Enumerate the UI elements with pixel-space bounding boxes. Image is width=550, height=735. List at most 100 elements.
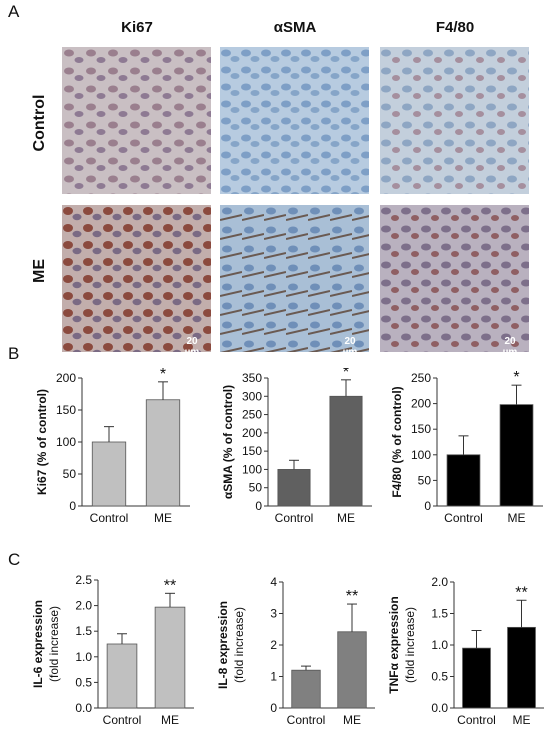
y-axis-label: IL-6 expression [31,600,45,688]
y-tick-label: 100 [242,462,262,476]
x-tick-label: ME [337,511,355,525]
chart-f480: 0 50 100 150 200 250 F4/80 (% of control) Contr… [390,369,543,525]
x-tick-label: Control [103,713,142,727]
panel-label-c: C [8,550,21,569]
y-tick-label: 250 [411,371,431,385]
micrograph-me-f480 [380,205,529,352]
y-axis-label: Ki67 (% of control) [35,389,49,495]
column-header-asma: αSMA [273,19,317,36]
row-header-me: ME [31,259,48,283]
x-tick-label: Control [275,511,314,525]
y-tick-label: 3 [270,607,277,621]
y-tick-label: 350 [242,371,262,385]
x-tick-label: ME [161,713,179,727]
bar [277,469,311,507]
y-tick-label: 200 [242,426,262,440]
bar [145,399,181,507]
y-tick-label: 150 [56,403,76,417]
y-tick-label: 2.0 [75,599,92,613]
micrograph-control-ki67 [62,47,211,194]
y-axis-label: (fold increase) [47,606,61,682]
x-tick-label: ME [508,511,526,525]
y-tick-label: 1.0 [431,638,448,652]
bar [337,631,367,709]
significance-marker: ** [164,577,176,594]
x-tick-label: Control [444,511,483,525]
y-tick-label: 50 [63,467,77,481]
y-tick-label: 200 [56,371,76,385]
x-tick-label: ME [154,511,172,525]
chart-tnfa: 0.0 0.5 1.0 1.5 2.0 TNFα expression (fold incr… [387,575,544,727]
scale-bar-label: 20 µm [502,336,518,358]
y-tick-label: 0.0 [75,701,92,715]
y-axis-label: IL-8 expression [216,601,230,689]
bar [106,643,138,709]
bar [91,441,127,507]
y-tick-label: 50 [249,481,263,495]
y-tick-label: 150 [411,422,431,436]
y-tick-label: 0.5 [431,670,448,684]
x-tick-label: Control [90,511,129,525]
y-axis-label: F4/80 (% of control) [390,386,404,497]
micrograph-me-ki67 [62,205,211,352]
y-tick-label: 2.0 [431,575,448,589]
bar [446,454,481,507]
bar [507,626,536,709]
y-tick-label: 300 [242,389,262,403]
y-tick-label: 0.5 [75,675,92,689]
row-header-control: Control [31,94,48,152]
y-tick-label: 100 [56,435,76,449]
micrograph-control-f480 [380,47,529,194]
y-tick-label: 50 [418,473,432,487]
scale-bar-asma: 20 µm [336,336,364,361]
column-header-f480: F4/80 [435,19,475,36]
micrograph-control-asma [220,47,369,194]
y-axis-label: TNFα expression [387,596,401,693]
panel-label-b: B [8,344,20,363]
bar [462,647,491,709]
significance-marker: * [343,368,349,381]
chart-il6: 0.0 0.5 1.0 1.5 2.0 2.5 IL-6 expression (fold i… [31,573,194,727]
bar [499,404,534,507]
y-tick-label: 250 [242,408,262,422]
scale-bar-f480: 20 µm [496,336,524,361]
y-axis-label: (fold increase) [232,607,246,683]
y-tick-label: 0 [255,499,262,513]
significance-marker: * [513,369,519,386]
x-tick-label: ME [343,713,361,727]
x-tick-label: Control [287,713,326,727]
x-tick-label: ME [513,713,531,727]
chart-il8: 0 1 2 3 4 IL-8 expression (fold increase) Contr… [216,575,375,727]
scale-bar-ki67: 20 µm [178,336,206,361]
y-axis-label: αSMA (% of control) [221,385,235,499]
y-tick-label: 4 [270,575,277,589]
bar [291,669,321,709]
panel-label-a: A [8,2,20,21]
y-tick-label: 0.0 [431,701,448,715]
y-tick-label: 2.5 [75,573,92,587]
y-tick-label: 1 [270,670,277,684]
significance-marker: ** [346,588,358,605]
y-tick-label: 1.5 [431,607,448,621]
micrograph-me-asma [220,205,369,352]
chart-asma: 0 50 100 150 200 250 300 350 αSMA (% of control)… [221,368,372,525]
y-tick-label: 0 [424,499,431,513]
chart-ki67: 0 50 100 150 200 Ki67 (% of control) Control * M… [35,368,190,525]
bar [154,606,186,709]
y-tick-label: 100 [411,448,431,462]
y-tick-label: 0 [270,701,277,715]
scale-bar-label: 20 µm [342,336,358,358]
significance-marker: ** [515,584,527,601]
y-tick-label: 1.0 [75,650,92,664]
scale-bar-label: 20 µm [184,336,200,358]
y-tick-label: 1.5 [75,624,92,638]
x-tick-label: Control [457,713,496,727]
column-header-ki67: Ki67 [121,19,153,36]
y-tick-label: 150 [242,444,262,458]
y-axis-label: (fold increase) [403,607,417,683]
significance-marker: * [160,368,166,383]
y-tick-label: 200 [411,397,431,411]
y-tick-label: 0 [69,499,76,513]
y-tick-label: 2 [270,638,277,652]
bar [329,395,363,507]
